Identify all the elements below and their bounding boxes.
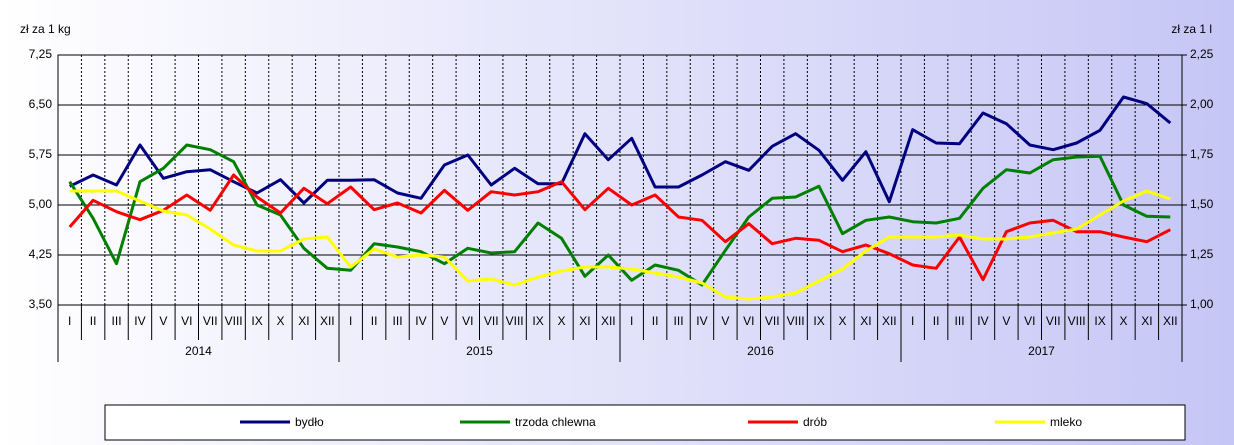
y-tick-label: 4,25 [29,247,53,261]
x-tick-label: IV [696,314,707,328]
y-tick-label: 5,75 [29,147,53,161]
year-label: 2017 [1028,344,1055,358]
x-tick-label: IV [977,314,988,328]
x-tick-label: VIII [787,314,805,328]
x-tick-label: III [393,314,403,328]
legend-label: mleko [1050,415,1082,429]
x-tick-label: VI [743,314,754,328]
y-tick-label: 7,25 [29,47,53,61]
x-tick-label: X [1119,314,1127,328]
x-tick-label: X [276,314,284,328]
x-tick-label: II [371,314,378,328]
x-tick-label: VI [1024,314,1035,328]
x-tick-label: XII [601,314,616,328]
year-label: 2014 [185,344,212,358]
y2-tick-label: 2,25 [1190,47,1214,61]
x-tick-label: X [557,314,565,328]
x-tick-label: I [349,314,352,328]
y2-tick-label: 1,75 [1190,147,1214,161]
x-tick-label: II [652,314,659,328]
x-tick-label: II [933,314,940,328]
x-tick-label: III [674,314,684,328]
x-tick-label: VII [1046,314,1061,328]
x-tick-label: IX [251,314,262,328]
x-tick-label: XII [320,314,335,328]
x-tick-label: IV [415,314,426,328]
legend-label: trzoda chlewna [515,415,596,429]
x-tick-label: XI [579,314,590,328]
x-tick-label: I [911,314,914,328]
x-tick-label: X [838,314,846,328]
x-tick-label: IX [813,314,824,328]
x-tick-label: XI [1141,314,1152,328]
x-tick-label: VII [203,314,218,328]
x-tick-label: IX [532,314,543,328]
x-tick-label: VIII [225,314,243,328]
x-tick-label: VIII [1068,314,1086,328]
y2-tick-label: 2,00 [1190,97,1214,111]
y2-tick-label: 1,25 [1190,247,1214,261]
x-tick-label: V [159,314,167,328]
x-tick-label: I [68,314,71,328]
x-tick-label: VIII [506,314,524,328]
x-tick-label: V [440,314,448,328]
series-line [69,95,1172,205]
x-tick-label: VII [484,314,499,328]
legend-label: drób [803,415,827,429]
y2-tick-label: 1,00 [1190,297,1214,311]
x-tick-label: III [112,314,122,328]
year-label: 2016 [747,344,774,358]
y-tick-label: 5,00 [29,197,53,211]
y-tick-label: 3,50 [29,297,53,311]
series-line [69,189,1171,301]
x-tick-label: V [1002,314,1010,328]
x-tick-label: VI [462,314,473,328]
y2-tick-label: 1,50 [1190,197,1214,211]
x-tick-label: II [90,314,97,328]
x-tick-label: XII [1163,314,1178,328]
year-label: 2015 [466,344,493,358]
x-tick-label: I [630,314,633,328]
x-tick-label: XI [298,314,309,328]
x-tick-label: III [955,314,965,328]
x-tick-label: VII [765,314,780,328]
y-tick-label: 6,50 [29,97,53,111]
series-line [68,173,1171,282]
x-tick-label: V [721,314,729,328]
x-tick-label: IV [134,314,145,328]
x-tick-label: XII [882,314,897,328]
x-tick-label: XI [860,314,871,328]
legend-label: bydło [295,415,324,429]
x-tick-label: IX [1094,314,1105,328]
y-axis-label: zł za 1 kg [20,22,71,36]
y2-axis-label: zł za 1 l [1171,22,1212,36]
x-tick-label: VI [181,314,192,328]
